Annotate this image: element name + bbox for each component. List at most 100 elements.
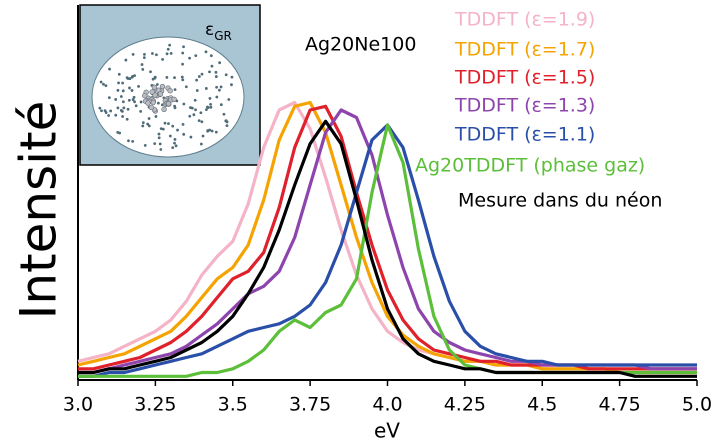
inset-atom: [188, 114, 192, 118]
inset-cluster-atom: [150, 99, 156, 106]
inset-atom: [192, 113, 196, 117]
inset-atom: [149, 70, 152, 74]
inset-label: εGR: [205, 20, 232, 43]
x-tick-label: 3.0: [63, 394, 93, 416]
inset-atom: [173, 104, 177, 108]
inset-atom: [141, 67, 145, 71]
inset-atom: [154, 115, 158, 118]
inset-atom: [200, 120, 204, 124]
inset-atom: [122, 106, 126, 110]
inset-atom: [158, 142, 162, 146]
inset-atom: [134, 104, 138, 108]
inset-atom: [206, 105, 209, 109]
inset-atom: [189, 135, 193, 139]
inset-atom: [217, 88, 221, 92]
inset-atom: [114, 113, 118, 117]
inset-atom: [142, 56, 146, 59]
inset-symbol: ε: [205, 20, 214, 40]
inset-atom: [167, 122, 170, 126]
inset-atom: [195, 89, 199, 92]
inset-atom: [107, 96, 111, 100]
inset-atom: [157, 132, 161, 136]
inset-atom: [224, 73, 228, 77]
inset-atom: [194, 54, 198, 58]
inset-atom: [133, 74, 136, 78]
inset-atom: [218, 61, 222, 65]
inset-atom: [141, 124, 145, 128]
inset-atom: [166, 47, 170, 51]
inset-cluster-atom: [157, 91, 164, 97]
inset-atom: [99, 80, 103, 84]
inset-atom: [224, 119, 228, 123]
inset-atom: [116, 106, 120, 110]
inset-atom: [128, 86, 131, 90]
inset-atom: [131, 98, 135, 101]
inset-atom: [127, 139, 130, 143]
inset-atom: [121, 81, 125, 85]
inset-atom: [204, 50, 208, 54]
inset-atom: [139, 100, 143, 104]
inset-atom: [128, 77, 132, 80]
inset-atom: [168, 43, 172, 47]
inset-atom: [163, 121, 167, 125]
inset-atom: [189, 106, 192, 109]
inset-atom: [119, 95, 123, 98]
inset-atom: [210, 64, 214, 68]
inset-cluster-atom: [161, 106, 167, 113]
legend-entry: TDDFT (ε=1.5): [454, 67, 595, 89]
inset-atom: [184, 85, 188, 89]
inset-atom: [116, 88, 120, 92]
inset-atom: [130, 89, 134, 92]
inset-atom: [173, 88, 177, 92]
inset-cluster-atom: [151, 84, 158, 90]
series-line: [78, 119, 697, 378]
inset-atom: [165, 76, 169, 79]
inset-cluster-atom: [171, 96, 177, 103]
x-tick-label: 4.25: [444, 394, 486, 416]
inset-atom: [121, 115, 125, 118]
inset-cluster-atom: [159, 83, 166, 90]
x-tick-label: 3.5: [218, 394, 248, 416]
inset-atom: [227, 98, 231, 101]
inset-atom: [173, 76, 176, 80]
inset-atom: [156, 101, 160, 105]
x-tick-label: 4.5: [527, 394, 557, 416]
x-axis-label: eV: [374, 419, 400, 443]
inset-atom: [173, 141, 176, 145]
inset-atom: [209, 102, 212, 106]
inset-atom: [188, 56, 192, 60]
inset-atom: [225, 124, 229, 128]
inset-atom: [147, 117, 151, 120]
inset-atom: [197, 75, 201, 78]
inset-atom: [173, 138, 177, 141]
y-axis-label: Intensité: [10, 101, 68, 320]
inset-atom: [155, 83, 159, 86]
inset-atom: [204, 87, 208, 90]
x-tick-label: 3.75: [289, 394, 331, 416]
inset-atom: [117, 81, 120, 85]
inset-atom: [104, 84, 108, 88]
x-tick-label: 4.75: [598, 394, 640, 416]
inset-atom: [125, 117, 129, 121]
inset-atom: [214, 70, 218, 74]
inset-atom: [104, 111, 108, 114]
inset-atom: [197, 119, 201, 123]
inset-atom: [146, 122, 150, 126]
inset-atom: [181, 62, 184, 66]
series-line: [78, 104, 697, 371]
inset: εGR: [79, 4, 261, 166]
inset-atom: [126, 107, 130, 111]
legend-entry: TDDFT (ε=1.1): [454, 124, 595, 146]
inset-atom: [153, 75, 157, 79]
inset-atom: [159, 127, 163, 131]
inset-atom: [215, 85, 218, 89]
inset-cluster-atom: [165, 100, 172, 107]
inset-atom: [133, 100, 136, 104]
inset-atom: [181, 78, 185, 82]
inset-atom: [206, 129, 210, 132]
inset-atom: [124, 58, 128, 62]
inset-atom: [182, 102, 186, 106]
inset-atom: [98, 106, 102, 110]
inset-atom: [208, 97, 212, 100]
